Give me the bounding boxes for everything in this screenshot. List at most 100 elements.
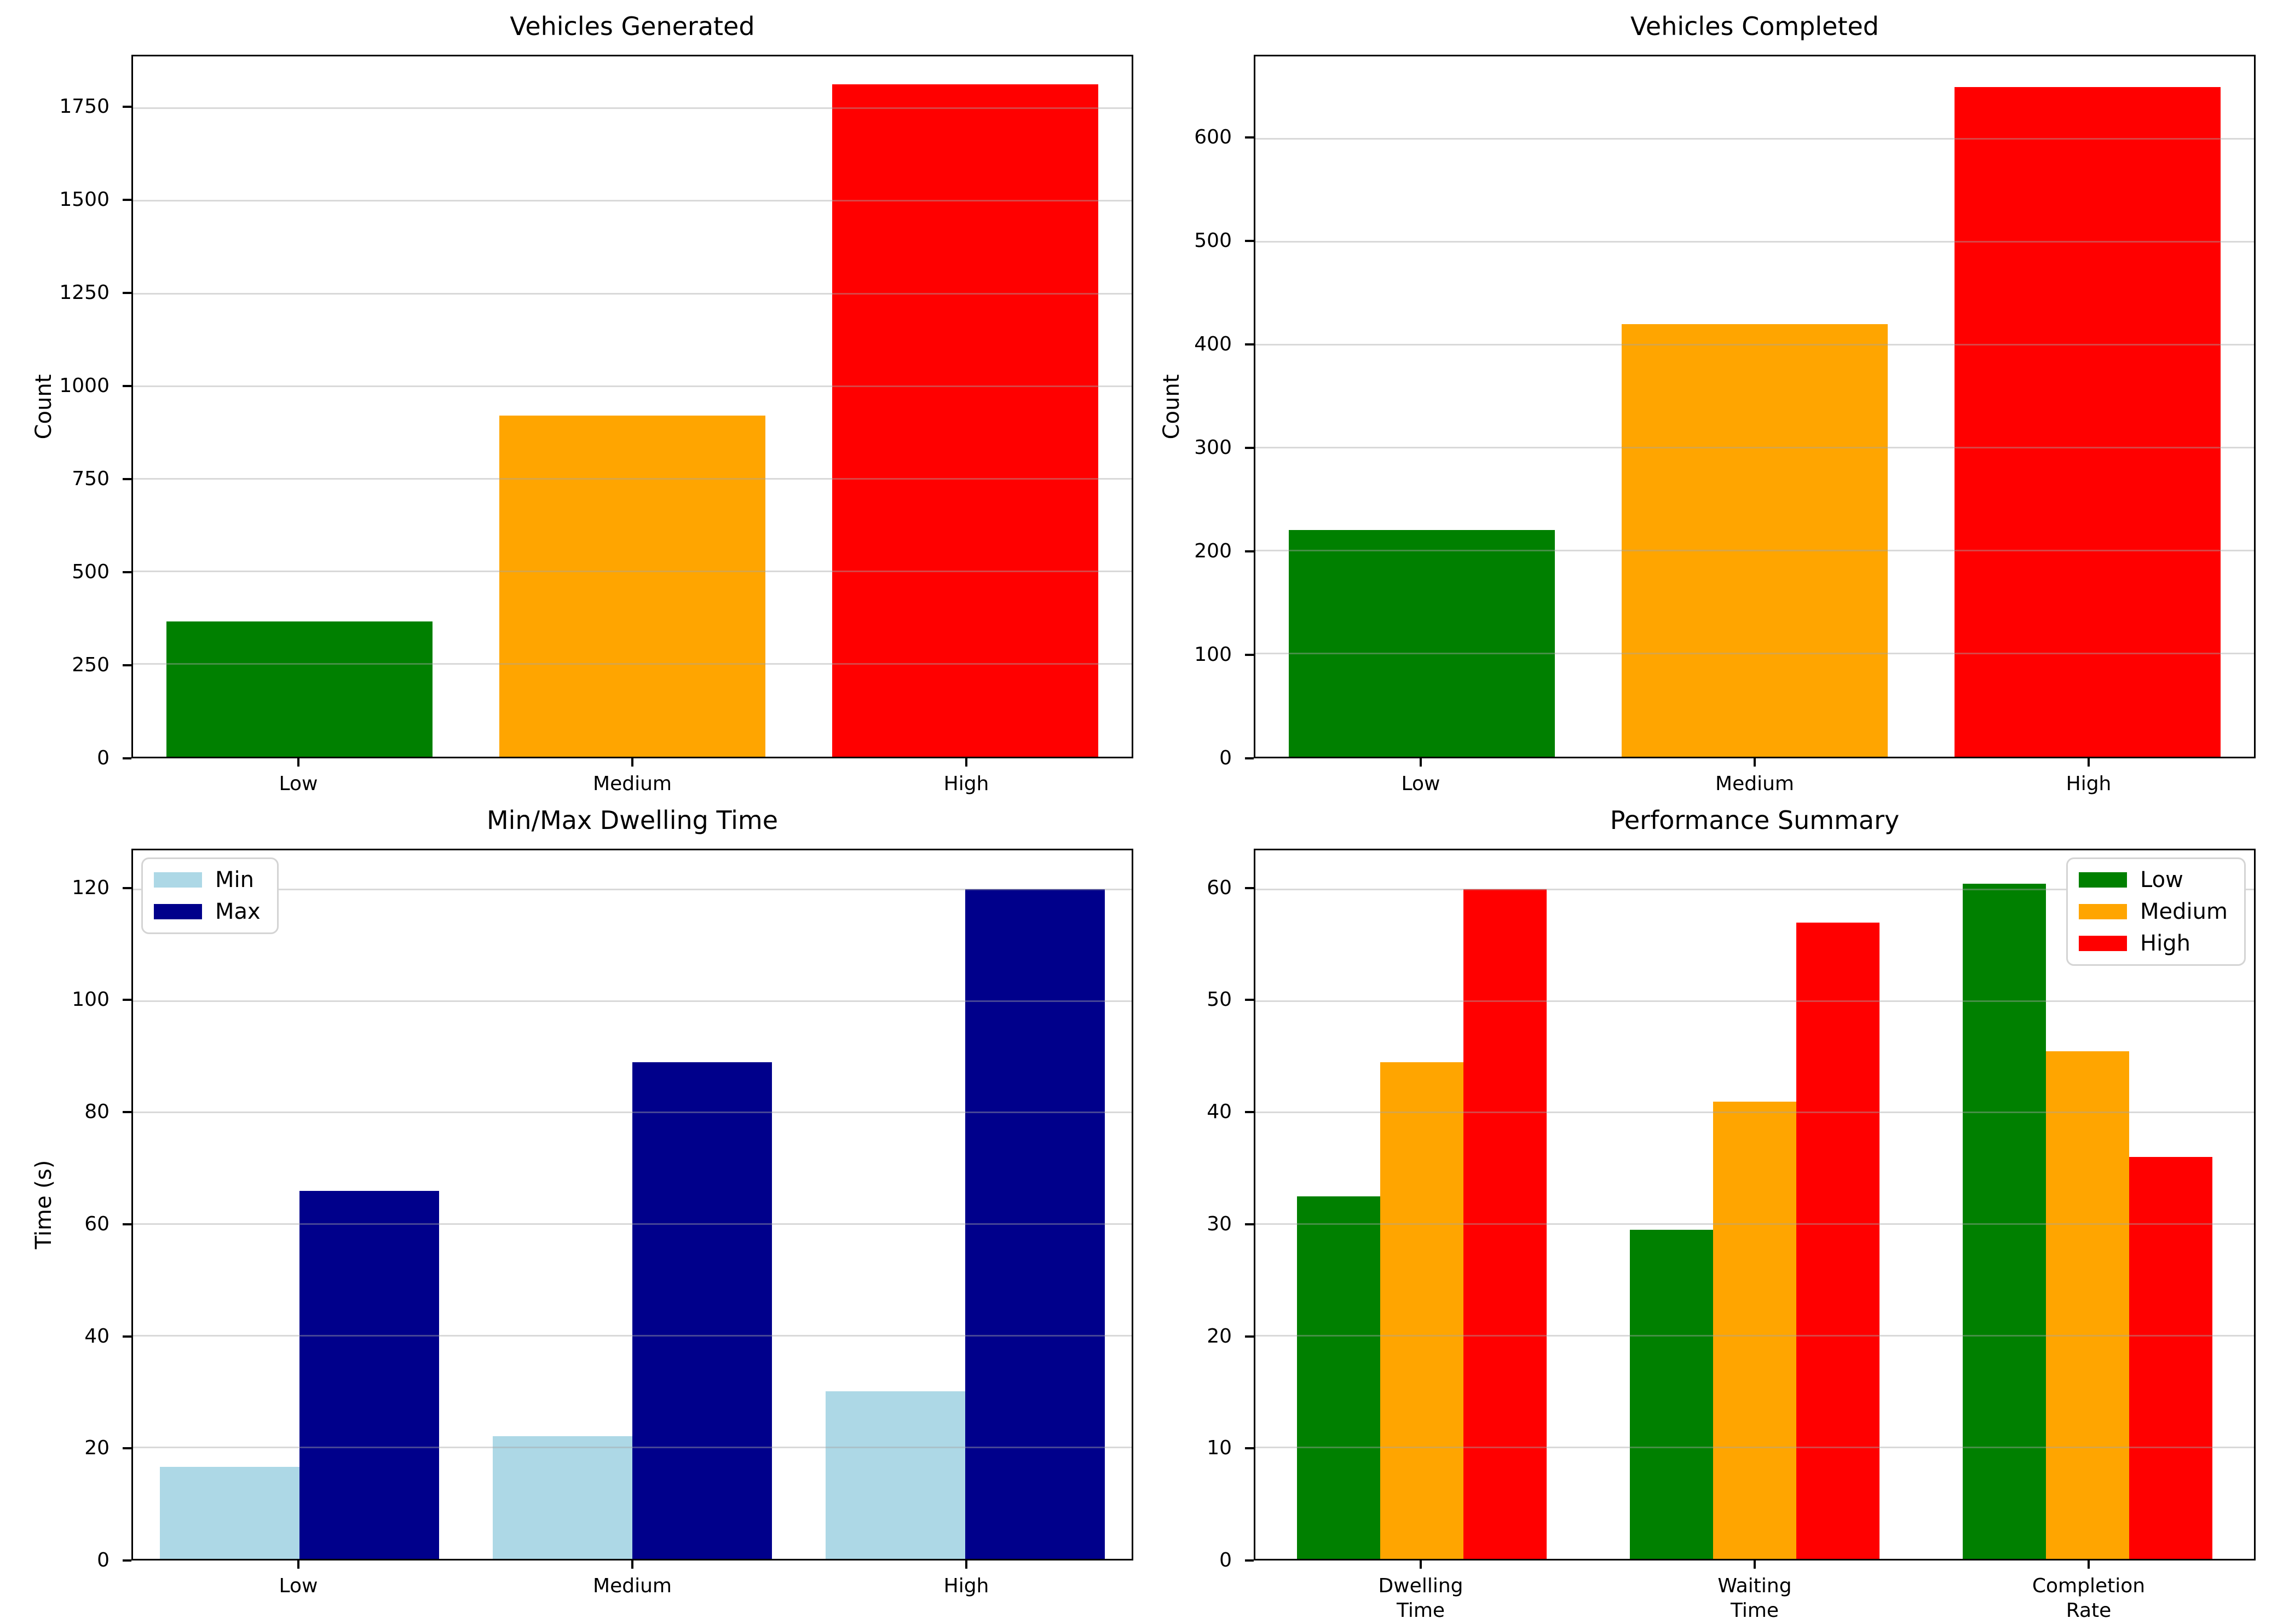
x-tick-label-low: Low (279, 773, 318, 795)
gridline-y-100 (1255, 653, 2254, 655)
y-axis-label: Count (1159, 374, 1184, 439)
plot-area (131, 849, 1133, 1560)
bar-performance-summary-Low-waiting-time (1630, 1229, 1713, 1559)
x-tick-label-low: Low (1401, 773, 1440, 795)
y-tick-mark (1245, 1447, 1254, 1450)
gridline-y-1500 (133, 200, 1132, 202)
legend-entry-low: Low (2079, 868, 2228, 892)
legend: Min Max (141, 857, 279, 934)
gridline-y-300 (1255, 447, 2254, 449)
x-tick-mark (1754, 1560, 1756, 1569)
y-tick-mark (123, 886, 131, 889)
plot-area (131, 55, 1133, 758)
y-tick-label: 1000 (59, 375, 109, 398)
legend-entry-medium: Medium (2079, 900, 2228, 924)
legend-entry-max: Max (154, 900, 261, 924)
y-tick-label: 1500 (59, 188, 109, 211)
legend-label-medium: Medium (2140, 899, 2228, 924)
x-tick-mark (631, 758, 633, 767)
y-tick-mark (1245, 654, 1254, 656)
y-tick-mark (123, 199, 131, 201)
gridline-y-60 (1255, 888, 2254, 890)
y-tick-mark (1245, 999, 1254, 1001)
bar-performance-summary-High-dwelling-time (1463, 889, 1547, 1559)
y-tick-mark (123, 106, 131, 108)
y-axis-label: Time (s) (31, 1160, 56, 1249)
y-tick-label: 50 (1207, 988, 1232, 1011)
y-tick-label: 500 (1194, 229, 1232, 252)
x-tick-mark (965, 758, 967, 767)
y-tick-mark (1245, 240, 1254, 243)
gridline-y-1750 (133, 107, 1132, 110)
bar-min-max-dwelling-time-Max-high (965, 889, 1105, 1559)
chart-title: Vehicles Generated (510, 11, 755, 41)
y-tick-mark (123, 757, 131, 759)
y-tick-mark (123, 1559, 131, 1562)
bar-vehicles-generated-count-high (832, 84, 1099, 757)
bar-performance-summary-Medium-dwelling-time (1380, 1062, 1463, 1559)
y-tick-mark (123, 292, 131, 295)
x-tick-label-high: High (943, 1575, 989, 1597)
gridline-y-100 (133, 1000, 1132, 1002)
y-tick-mark (123, 1223, 131, 1225)
x-tick-mark (1420, 758, 1422, 767)
gridline-y-50 (1255, 1000, 2254, 1002)
legend-label-min: Min (215, 867, 254, 892)
x-tick-label-completion-rate: Completion Rate (2032, 1575, 2146, 1622)
gridline-y-1000 (133, 385, 1132, 387)
y-tick-label: 80 (84, 1101, 109, 1124)
x-tick-label-dwelling-time: Dwelling Time (1378, 1575, 1463, 1622)
gridline-y-40 (133, 1334, 1132, 1337)
y-tick-label: 0 (97, 747, 109, 769)
y-tick-label: 500 (72, 561, 109, 584)
gridline-y-30 (1255, 1223, 2254, 1225)
y-tick-mark (1245, 757, 1254, 759)
x-tick-mark (297, 758, 299, 767)
bar-vehicles-completed-count-medium (1621, 324, 1888, 757)
y-tick-mark (123, 385, 131, 388)
legend-label-low: Low (2140, 867, 2183, 892)
y-tick-label: 0 (1219, 1549, 1232, 1571)
x-tick-label-high: High (2066, 773, 2112, 795)
y-tick-label: 300 (1194, 436, 1232, 459)
legend: Low Medium High (2066, 857, 2246, 966)
y-tick-label: 600 (1194, 126, 1232, 149)
legend-label-max: Max (215, 899, 261, 924)
y-tick-label: 200 (1194, 540, 1232, 563)
y-tick-label: 10 (1207, 1437, 1232, 1460)
gridline-y-750 (133, 477, 1132, 480)
x-tick-mark (965, 1560, 967, 1569)
legend-swatch-low (2079, 872, 2128, 888)
y-tick-mark (1245, 1559, 1254, 1562)
gridline-y-500 (133, 571, 1132, 573)
y-tick-mark (1245, 550, 1254, 553)
legend-entry-min: Min (154, 868, 261, 892)
y-tick-label: 100 (72, 988, 109, 1011)
bar-performance-summary-High-completion-rate (2129, 1157, 2212, 1559)
y-tick-mark (1245, 1111, 1254, 1114)
bar-vehicles-completed-count-low (1288, 530, 1555, 757)
y-tick-label: 60 (1207, 876, 1232, 899)
y-tick-mark (123, 478, 131, 481)
x-tick-label-low: Low (279, 1575, 318, 1597)
bar-performance-summary-Low-dwelling-time (1296, 1196, 1380, 1559)
gridline-y-400 (1255, 344, 2254, 346)
y-tick-label: 40 (1207, 1101, 1232, 1124)
x-tick-label-medium: Medium (593, 773, 672, 795)
y-tick-mark (123, 571, 131, 574)
x-tick-mark (631, 1560, 633, 1569)
x-tick-label-waiting-time: Waiting Time (1717, 1575, 1792, 1622)
x-tick-mark (2088, 1560, 2090, 1569)
y-tick-mark (1245, 886, 1254, 889)
legend-swatch-high (2079, 936, 2128, 951)
y-tick-label: 100 (1194, 643, 1232, 666)
x-tick-label-high: High (943, 773, 989, 795)
gridline-y-200 (1255, 550, 2254, 552)
bar-performance-summary-Medium-completion-rate (2046, 1051, 2129, 1559)
y-tick-label: 250 (72, 654, 109, 677)
